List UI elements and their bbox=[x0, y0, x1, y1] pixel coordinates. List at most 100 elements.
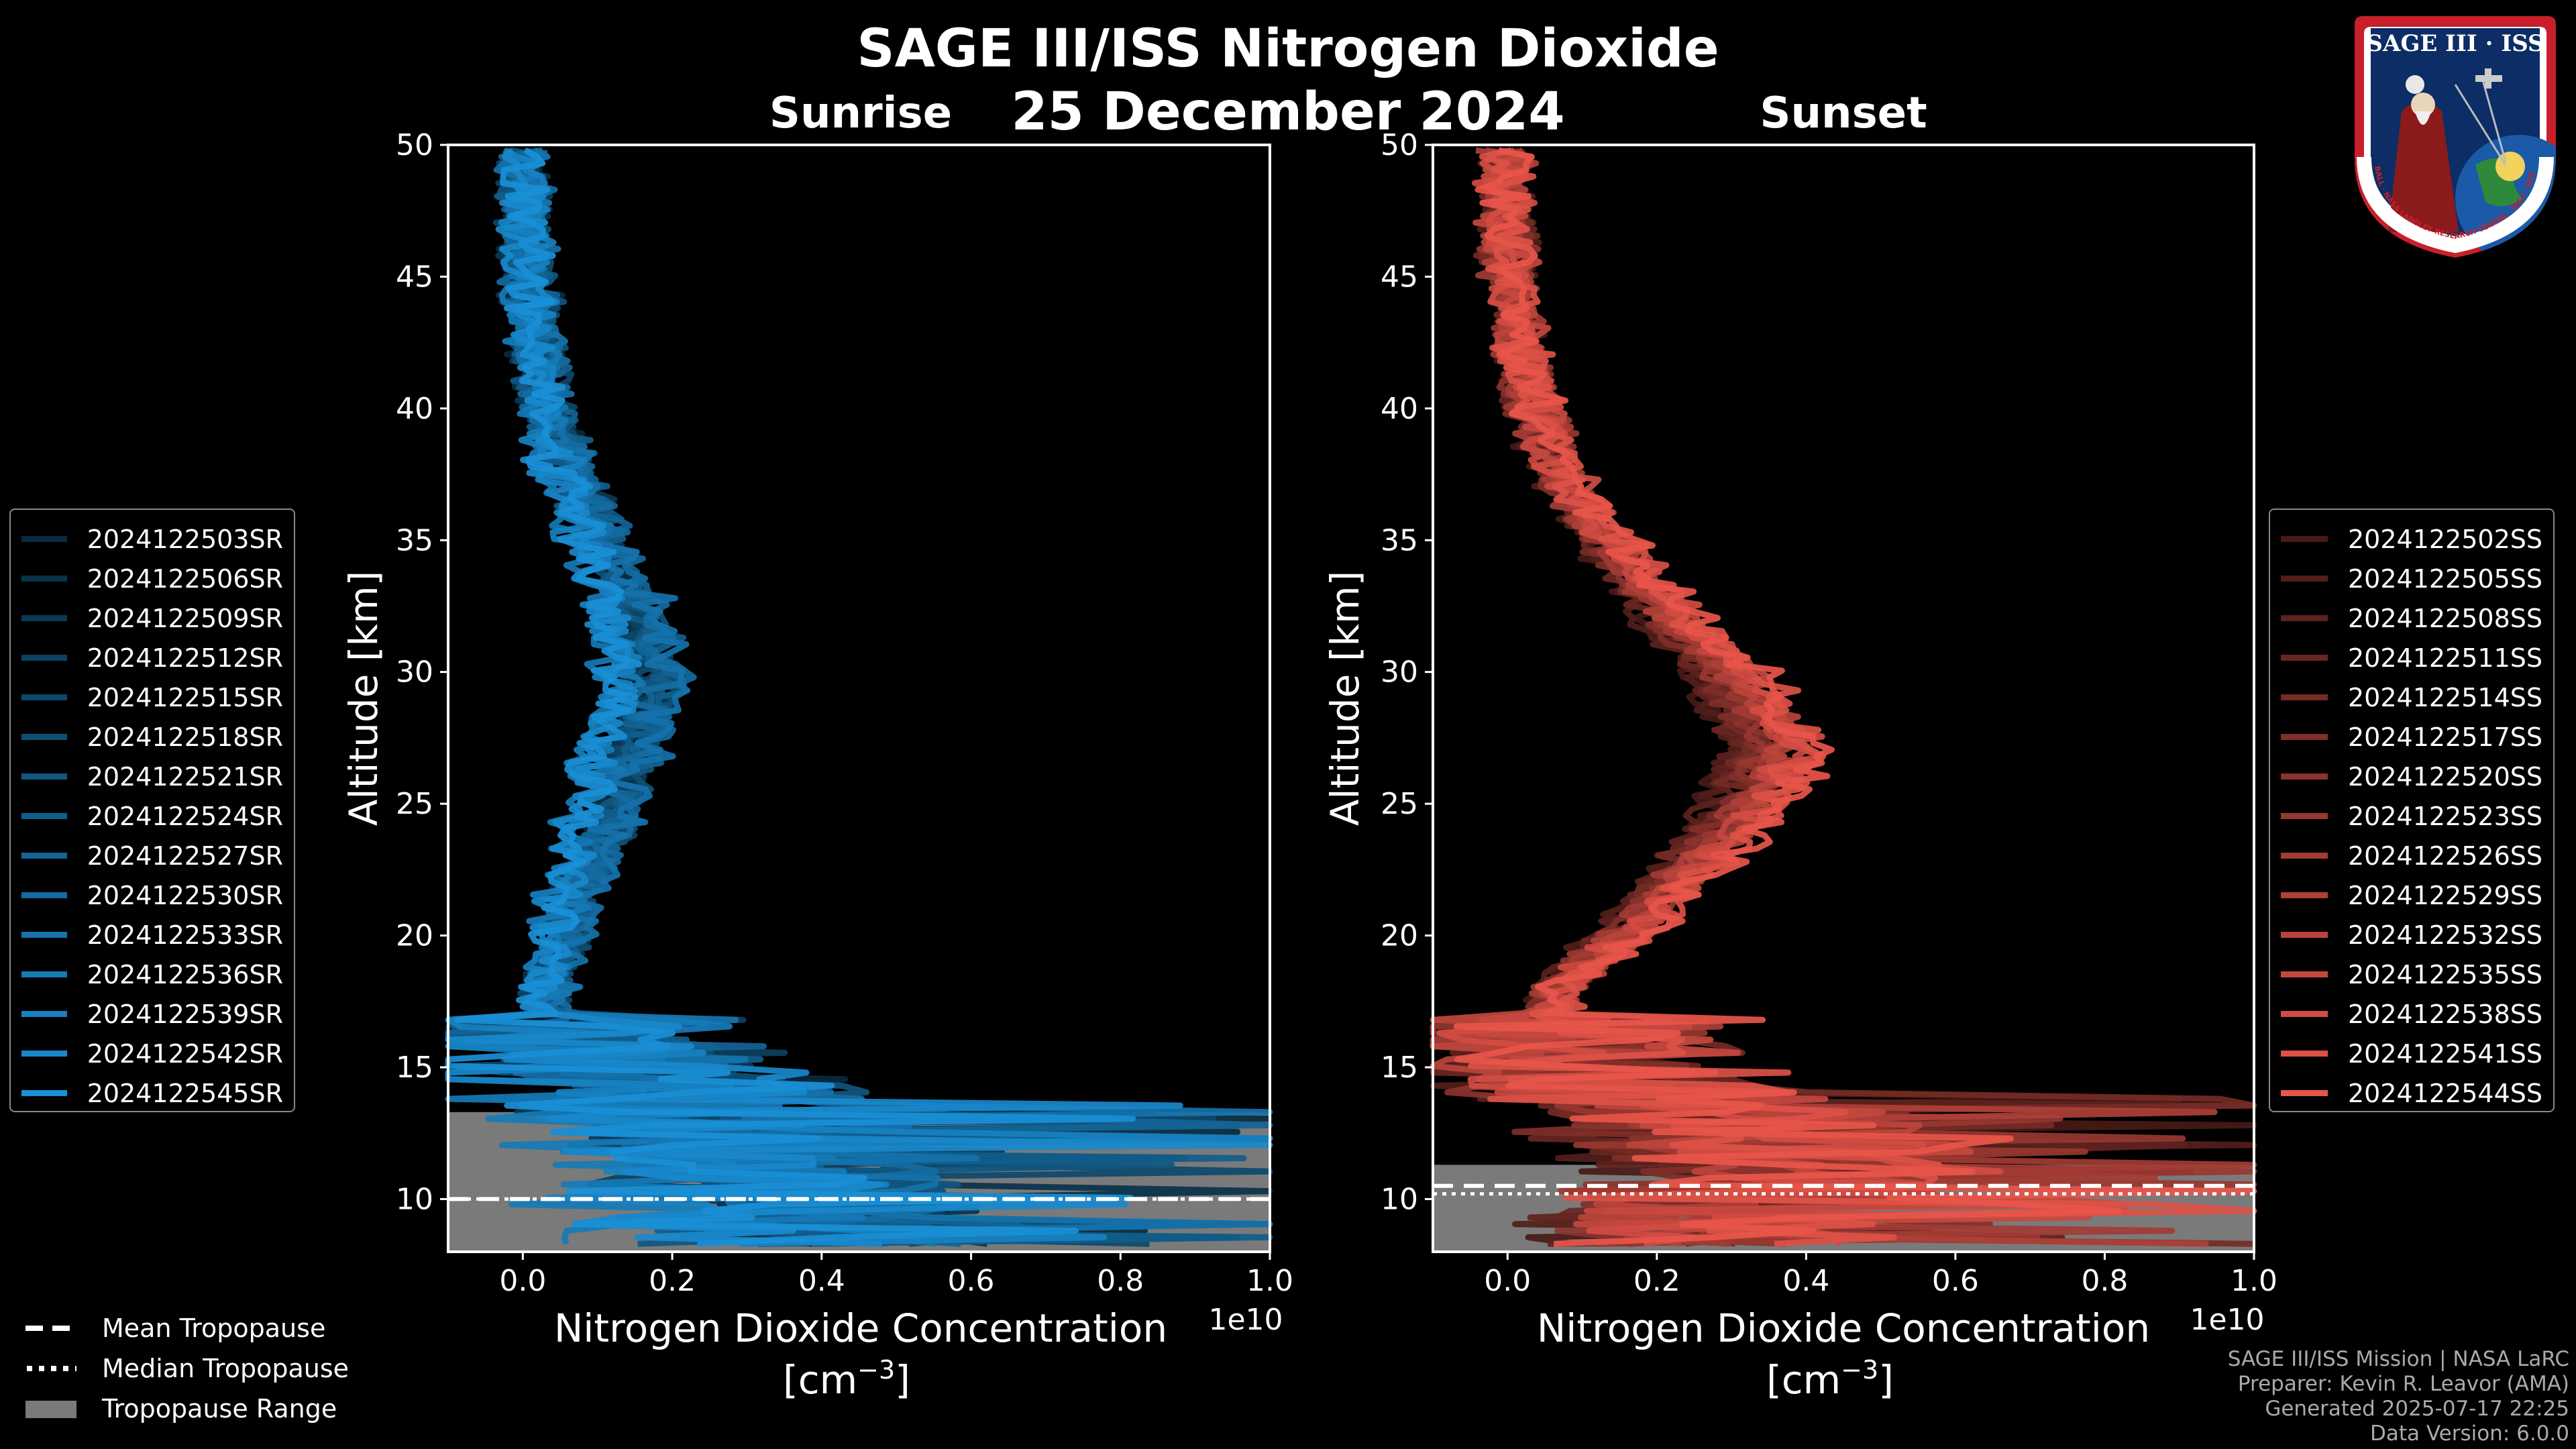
sunrise-panel-title: Sunrise bbox=[769, 89, 953, 138]
sunset-legend-label: 2024122544SS bbox=[2347, 1078, 2542, 1108]
sunrise-legend-label: 2024122515SR bbox=[87, 682, 283, 712]
credits: SAGE III/ISS Mission | NASA LaRC Prepare… bbox=[2228, 1347, 2569, 1446]
sunrise-legend-label: 2024122506SR bbox=[87, 564, 283, 594]
sunset-xtick-label: 0.0 bbox=[1484, 1264, 1531, 1298]
credits-data-version: Data Version: 6.0.0 bbox=[2369, 1421, 2569, 1446]
main-title: SAGE III/ISS Nitrogen Dioxide bbox=[857, 19, 1719, 79]
sunset-legend-item: 2024122541SS bbox=[2281, 1034, 2542, 1073]
sunset-legend-swatch bbox=[2281, 813, 2328, 819]
sunrise-legend-label: 2024122503SR bbox=[87, 524, 283, 554]
sage-iii-iss-logo: SAGE III · ISS BALL · NASA LANGLEY RESEA… bbox=[2355, 16, 2556, 258]
tropopause-legend: Mean Tropopause Median Tropopause Tropop… bbox=[24, 1308, 349, 1429]
sunset-xlabel-exponent: −3 bbox=[1841, 1355, 1878, 1385]
sunrise-legend-item: 2024122533SR bbox=[21, 915, 283, 955]
sunset-legend-item: 2024122526SS bbox=[2281, 836, 2542, 875]
sunrise-legend-item: 2024122509SR bbox=[21, 598, 283, 638]
sunset-x-scale-label: 1e10 bbox=[2190, 1303, 2264, 1337]
sunrise-legend-swatch bbox=[21, 892, 67, 898]
sunrise-xtick-label: 0.6 bbox=[948, 1264, 995, 1298]
sunset-legend-swatch bbox=[2281, 932, 2328, 938]
sunrise-legend-label: 2024122542SR bbox=[87, 1038, 283, 1069]
sunset-ytick-label: 15 bbox=[1381, 1051, 1418, 1085]
logo-figure bbox=[2388, 101, 2459, 232]
sunset-legend-label: 2024122532SS bbox=[2347, 920, 2542, 950]
sunset-legend-swatch bbox=[2281, 773, 2328, 780]
sunrise-ytick-label: 20 bbox=[396, 919, 433, 953]
sunset-legend-label: 2024122526SS bbox=[2347, 841, 2542, 871]
sunrise-legend-swatch bbox=[21, 1051, 67, 1057]
sunrise-ytick-label: 10 bbox=[396, 1182, 433, 1216]
sunrise-legend-label: 2024122530SR bbox=[87, 880, 283, 910]
sunrise-legend-swatch bbox=[21, 655, 67, 661]
sunset-ytick-label: 45 bbox=[1381, 260, 1418, 294]
sunset-legend-swatch bbox=[2281, 1011, 2328, 1017]
sunset-legend-label: 2024122535SS bbox=[2347, 959, 2542, 989]
sunrise-legend-swatch bbox=[21, 734, 67, 740]
sunrise-legend-item: 2024122512SR bbox=[21, 638, 283, 678]
sunrise-legend-label: 2024122518SR bbox=[87, 722, 283, 752]
sunrise-legend-label: 2024122509SR bbox=[87, 603, 283, 633]
sunset-legend-swatch bbox=[2281, 853, 2328, 859]
sunset-legend-label: 2024122517SS bbox=[2347, 722, 2542, 752]
sunrise-legend-item: 2024122530SR bbox=[21, 875, 283, 915]
sunrise-xtick-label: 0.4 bbox=[798, 1264, 845, 1298]
sunset-legend-item: 2024122523SS bbox=[2281, 796, 2542, 836]
sunrise-legend-swatch bbox=[21, 694, 67, 700]
sunset-legend-item: 2024122532SS bbox=[2281, 915, 2542, 955]
sunrise-legend-item: 2024122506SR bbox=[21, 559, 283, 598]
sunrise-legend-item: 2024122524SR bbox=[21, 796, 283, 836]
sunset-legend-label: 2024122529SS bbox=[2347, 880, 2542, 910]
sunset-xtick-label: 0.8 bbox=[2081, 1264, 2128, 1298]
sunrise-legend-swatch bbox=[21, 536, 67, 542]
sunrise-legend-item: 2024122515SR bbox=[21, 678, 283, 717]
sunset-xtick-label: 0.2 bbox=[1633, 1264, 1680, 1298]
sunset-legend-label: 2024122511SS bbox=[2347, 643, 2542, 673]
sunrise-plot-frame bbox=[447, 144, 1271, 1253]
sunrise-ytick-label: 25 bbox=[396, 787, 433, 821]
credits-generated: Generated 2025-07-17 22:25 bbox=[2265, 1397, 2569, 1421]
sunrise-legend-swatch bbox=[21, 615, 67, 621]
sunset-profile-2024122532SS bbox=[1430, 148, 1937, 1247]
sunset-ytick-label: 50 bbox=[1381, 128, 1418, 162]
sunrise-legend-item: 2024122527SR bbox=[21, 836, 283, 875]
sunrise-xtick-label: 0.0 bbox=[499, 1264, 546, 1298]
sunset-xlabel: Nitrogen Dioxide Concentration bbox=[1537, 1305, 2150, 1351]
sunset-legend-swatch bbox=[2281, 892, 2328, 898]
sunrise-legend: 2024122503SR 2024122506SR 2024122509SR 2024… bbox=[9, 508, 295, 1112]
sunrise-xtick-label: 0.8 bbox=[1097, 1264, 1144, 1298]
sunset-legend-item: 2024122517SS bbox=[2281, 717, 2542, 757]
sunrise-xlabel-exponent: −3 bbox=[857, 1355, 895, 1385]
sunrise-ytick-label: 30 bbox=[396, 655, 433, 690]
sunset-legend-label: 2024122502SS bbox=[2347, 524, 2542, 554]
mean-tropopause-label: Mean Tropopause bbox=[102, 1313, 326, 1343]
sunset-profile-2024122544SS bbox=[1453, 147, 2257, 1247]
credits-mission: SAGE III/ISS Mission | NASA LaRC bbox=[2227, 1347, 2569, 1371]
sunrise-legend-swatch bbox=[21, 1090, 67, 1096]
sunset-legend-label: 2024122505SS bbox=[2347, 564, 2542, 594]
sunrise-xlabel-unit: [cm−3] bbox=[783, 1355, 910, 1403]
sunset-xlabel-unit-close: ] bbox=[1878, 1357, 1894, 1403]
sunrise-legend-label: 2024122512SR bbox=[87, 643, 283, 673]
sunrise-legend-swatch bbox=[21, 853, 67, 859]
sunset-legend: 2024122502SS 2024122505SS 2024122508SS 2024… bbox=[2269, 508, 2555, 1112]
sunset-legend-label: 2024122520SS bbox=[2347, 761, 2542, 792]
sunrise-legend-swatch bbox=[21, 773, 67, 780]
sunrise-legend-item: 2024122521SR bbox=[21, 757, 283, 796]
sunset-legend-swatch bbox=[2281, 615, 2328, 621]
dotted-line-icon bbox=[24, 1359, 78, 1378]
sunrise-xlabel: Nitrogen Dioxide Concentration bbox=[554, 1305, 1167, 1351]
sunrise-xlabel-unit-close: ] bbox=[895, 1357, 910, 1403]
sunrise-legend-label: 2024122524SR bbox=[87, 801, 283, 831]
sunrise-legend-label: 2024122521SR bbox=[87, 761, 283, 792]
sunset-legend-swatch bbox=[2281, 1090, 2328, 1096]
sunset-legend-item: 2024122505SS bbox=[2281, 559, 2542, 598]
sunset-legend-swatch bbox=[2281, 694, 2328, 700]
sunset-legend-swatch bbox=[2281, 655, 2328, 661]
sunset-legend-item: 2024122544SS bbox=[2281, 1073, 2542, 1113]
sunrise-x-scale-label: 1e10 bbox=[1208, 1303, 1283, 1337]
date-title: 25 December 2024 bbox=[1011, 82, 1565, 142]
sunset-legend-item: 2024122538SS bbox=[2281, 994, 2542, 1034]
sunset-legend-item: 2024122520SS bbox=[2281, 757, 2542, 796]
credits-preparer: Preparer: Kevin R. Leavor (AMA) bbox=[2237, 1372, 2569, 1396]
